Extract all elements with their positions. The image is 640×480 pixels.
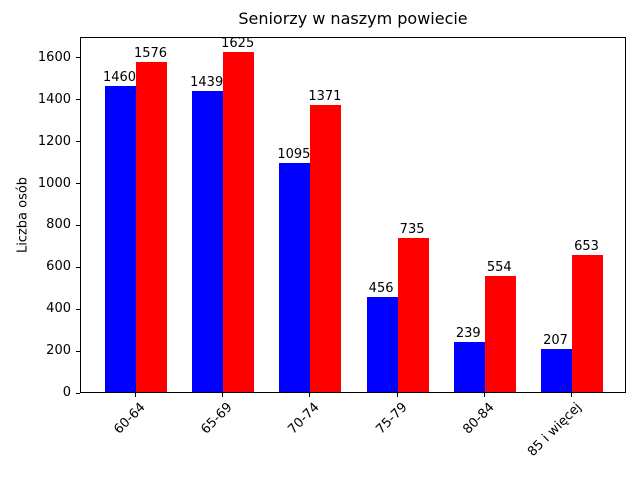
bar-series-red-60-64 <box>136 61 167 392</box>
bar-value-label: 207 <box>543 332 568 348</box>
x-tick-label-60-64: 60-64 <box>111 400 149 438</box>
x-tick-label-75-79: 75-79 <box>372 400 411 438</box>
bar-value-label: 1371 <box>308 88 342 104</box>
x-tick-label-80-84: 80-84 <box>460 400 498 438</box>
chart-title: Seniorzy w naszym powiecie <box>238 9 468 28</box>
bar-value-label: 1095 <box>277 146 311 162</box>
y-tick-label: 1000 <box>37 175 71 191</box>
bar-series-blue-65-69 <box>192 90 224 392</box>
y-tick-label: 800 <box>46 217 71 233</box>
bar-value-label: 1460 <box>102 70 137 86</box>
bar-series-red-70-74 <box>310 104 342 392</box>
bar-series-blue-80-84 <box>453 341 485 392</box>
bar-value-label: 1439 <box>190 74 224 90</box>
y-tick-label: 1600 <box>37 49 71 65</box>
y-tick-label: 400 <box>46 301 71 317</box>
bar-value-label: 1576 <box>133 45 168 61</box>
x-tick-label-85 i więcej: 85 i więcej <box>524 400 585 460</box>
y-tick-mark <box>76 183 80 185</box>
x-tick-label-70-74: 70-74 <box>285 400 323 438</box>
y-tick-mark <box>76 224 80 226</box>
y-tick-label: 1200 <box>37 133 71 149</box>
y-tick-label: 200 <box>46 343 71 359</box>
bar-value-label: 239 <box>455 325 481 341</box>
y-tick-label: 600 <box>46 259 71 275</box>
y-tick-mark <box>76 308 80 310</box>
y-tick-mark <box>76 266 80 268</box>
bar-value-label: 735 <box>399 222 425 238</box>
bar-series-blue-70-74 <box>279 162 311 392</box>
bar-value-label: 554 <box>486 259 512 275</box>
x-tick-mark <box>222 393 224 397</box>
bar-series-red-65-69 <box>223 51 255 392</box>
y-tick-mark <box>76 392 80 394</box>
x-tick-mark <box>483 393 485 397</box>
y-tick-label: 0 <box>62 385 71 400</box>
y-tick-mark <box>76 57 80 59</box>
bar-series-red-85 i więcej <box>572 255 603 392</box>
x-tick-mark <box>309 393 311 397</box>
bar-value-label: 456 <box>368 280 394 296</box>
x-tick-mark <box>396 393 398 397</box>
x-tick-mark <box>135 393 136 397</box>
y-tick-label: 1400 <box>37 91 71 107</box>
bar-series-blue-60-64 <box>105 86 136 392</box>
bar-value-label: 653 <box>574 239 599 255</box>
y-tick-mark <box>76 99 80 101</box>
y-tick-mark <box>76 350 80 352</box>
bar-series-red-80-84 <box>484 276 516 392</box>
bar-series-blue-75-79 <box>366 296 398 392</box>
x-tick-mark <box>571 393 572 397</box>
x-tick-label-65-69: 65-69 <box>198 400 236 438</box>
y-tick-mark <box>76 141 80 143</box>
plot-area <box>80 37 626 393</box>
bar-series-blue-85 i więcej <box>541 348 572 392</box>
bar-value-label: 1625 <box>221 35 255 51</box>
bar-series-red-75-79 <box>397 238 429 392</box>
